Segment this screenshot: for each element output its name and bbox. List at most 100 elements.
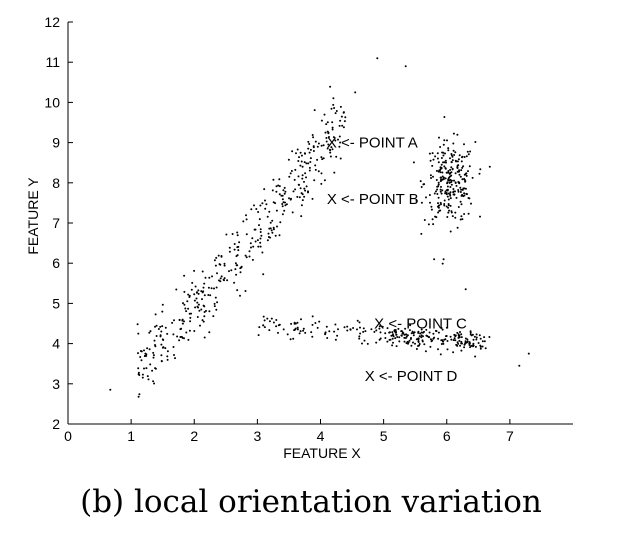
data-point bbox=[139, 350, 142, 352]
data-point bbox=[370, 328, 373, 331]
data-point bbox=[440, 166, 443, 169]
data-point bbox=[431, 164, 434, 167]
data-point bbox=[188, 312, 191, 315]
data-point bbox=[461, 166, 464, 169]
data-point bbox=[203, 336, 206, 339]
data-point bbox=[483, 340, 486, 343]
data-point bbox=[450, 166, 453, 169]
data-point bbox=[311, 197, 314, 200]
data-point bbox=[220, 255, 223, 258]
data-point bbox=[420, 232, 423, 235]
data-point bbox=[274, 234, 277, 237]
data-point bbox=[445, 205, 448, 208]
data-point bbox=[481, 340, 484, 343]
data-point bbox=[338, 145, 341, 148]
data-point bbox=[320, 144, 323, 147]
data-point bbox=[220, 275, 223, 278]
data-point bbox=[424, 350, 427, 353]
data-point bbox=[443, 165, 446, 168]
point-annotation: X <- POINT D bbox=[365, 368, 458, 385]
data-point bbox=[337, 138, 339, 141]
data-point bbox=[394, 329, 397, 331]
data-point bbox=[223, 264, 226, 267]
y-tick-label: 6 bbox=[52, 255, 60, 271]
data-point bbox=[373, 330, 376, 333]
data-point bbox=[145, 353, 148, 356]
data-point bbox=[228, 270, 230, 273]
data-point bbox=[397, 327, 400, 330]
data-point bbox=[181, 322, 184, 325]
data-point bbox=[278, 234, 281, 237]
data-point bbox=[301, 165, 304, 168]
data-point bbox=[449, 204, 452, 207]
data-point bbox=[447, 211, 450, 214]
data-point bbox=[457, 206, 460, 208]
data-point bbox=[446, 181, 449, 184]
data-point bbox=[426, 335, 429, 338]
data-point bbox=[358, 335, 361, 338]
data-point bbox=[234, 268, 237, 271]
data-point bbox=[301, 174, 304, 177]
data-point bbox=[436, 152, 439, 155]
data-point bbox=[183, 274, 186, 277]
data-point bbox=[488, 336, 491, 338]
data-point bbox=[333, 330, 336, 333]
data-point bbox=[441, 171, 444, 174]
data-point bbox=[278, 185, 281, 188]
data-point bbox=[484, 347, 487, 350]
data-point bbox=[309, 161, 312, 163]
data-point bbox=[216, 301, 219, 304]
data-point bbox=[364, 330, 367, 333]
data-point bbox=[305, 185, 308, 188]
data-point bbox=[178, 339, 181, 342]
data-point bbox=[299, 187, 302, 190]
data-point bbox=[457, 190, 460, 193]
data-point bbox=[283, 192, 286, 195]
data-point bbox=[333, 171, 336, 174]
data-point bbox=[447, 198, 450, 201]
data-point bbox=[466, 150, 469, 153]
data-point bbox=[308, 143, 311, 145]
data-point bbox=[410, 332, 413, 335]
data-point bbox=[437, 181, 440, 184]
data-point bbox=[475, 333, 478, 336]
data-point bbox=[188, 329, 191, 332]
data-point bbox=[251, 258, 254, 261]
data-point bbox=[395, 333, 398, 336]
data-point bbox=[390, 334, 393, 337]
data-point bbox=[460, 188, 463, 191]
x-tick-label: 1 bbox=[127, 428, 135, 444]
y-tick-label: 2 bbox=[52, 416, 60, 432]
data-point bbox=[429, 338, 432, 341]
data-point bbox=[331, 128, 334, 131]
data-point bbox=[326, 147, 329, 150]
x-tick-label: 2 bbox=[190, 428, 198, 444]
data-point bbox=[275, 209, 278, 212]
data-point bbox=[420, 328, 423, 331]
data-point bbox=[437, 183, 440, 186]
data-point bbox=[193, 299, 196, 302]
data-point bbox=[410, 344, 413, 347]
data-point bbox=[248, 250, 251, 253]
data-point bbox=[258, 218, 261, 221]
data-point bbox=[316, 326, 319, 329]
data-point bbox=[458, 334, 461, 337]
data-point bbox=[362, 327, 365, 330]
data-point bbox=[284, 190, 287, 193]
data-point bbox=[313, 179, 316, 182]
data-point bbox=[148, 331, 151, 334]
data-point bbox=[463, 343, 466, 346]
data-point bbox=[281, 213, 284, 216]
data-point bbox=[174, 357, 176, 360]
data-point bbox=[479, 337, 482, 340]
data-point bbox=[415, 199, 418, 202]
data-point bbox=[427, 223, 430, 226]
data-point bbox=[442, 143, 445, 146]
data-point bbox=[420, 186, 423, 188]
data-point bbox=[429, 201, 431, 204]
data-point bbox=[212, 315, 215, 318]
data-point bbox=[160, 360, 163, 362]
data-point bbox=[453, 179, 455, 182]
data-point bbox=[296, 326, 299, 329]
data-point bbox=[218, 279, 220, 282]
